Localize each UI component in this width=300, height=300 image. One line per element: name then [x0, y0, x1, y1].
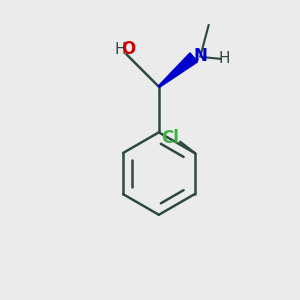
Text: H: H — [218, 51, 230, 66]
Text: Cl: Cl — [161, 129, 179, 147]
Text: N: N — [193, 47, 207, 65]
Text: H: H — [114, 42, 126, 57]
Polygon shape — [158, 53, 198, 87]
Text: O: O — [122, 40, 136, 58]
